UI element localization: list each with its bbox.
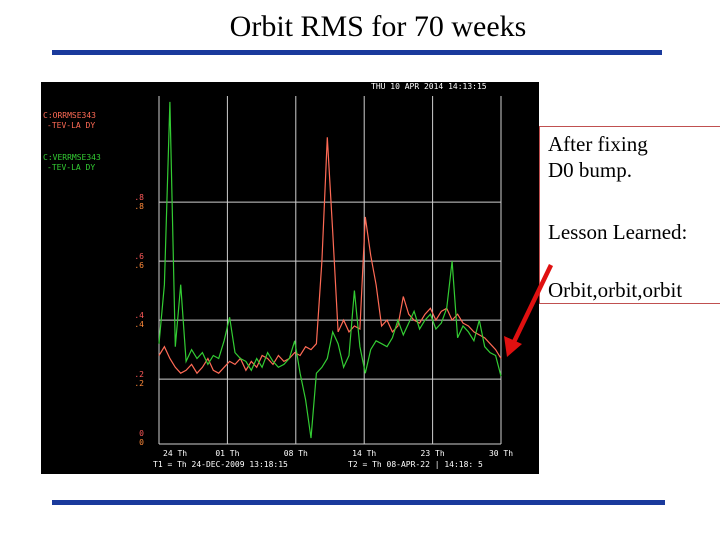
note-after-fixing: After fixing D0 bump. (548, 132, 648, 182)
y-tick-label-top: .8 (134, 193, 144, 202)
note-lesson-learned: Lesson Learned: (548, 220, 688, 244)
chart-header: THU 10 APR 2014 14:13:15 (371, 82, 487, 91)
footer-rule (52, 500, 665, 505)
footer-t2: T2 = Th 08-APR-22 | 14:18: 5 (348, 460, 483, 469)
slide-title: Orbit RMS for 70 weeks (229, 10, 527, 43)
note-orbit-orbit: Orbit,orbit,orbit (548, 278, 683, 302)
y-tick-label-bottom: .2 (134, 379, 144, 388)
y-tick-label-top: 0 (139, 429, 144, 438)
legend-name: C:ORRMSE343 (43, 111, 96, 120)
legend-name: C:VERRMSE343 (43, 153, 101, 162)
x-tick-label: 01 Th (215, 449, 239, 458)
legend-sub: -TEV-LA DY (47, 121, 95, 130)
y-tick-label-bottom: 0 (139, 438, 144, 447)
y-tick-label-bottom: .6 (134, 261, 144, 270)
plot-screen: 24 Th 01 Th 08 Th 14 Th 23 Th 30 Th 0 0 .2.2 .4.4… (41, 82, 539, 474)
y-tick-label-top: .2 (134, 370, 144, 379)
title-underline (52, 50, 662, 55)
x-tick-label: 14 Th (352, 449, 376, 458)
legend-sub: -TEV-LA DY (47, 163, 95, 172)
red-arrow (504, 264, 554, 357)
x-tick-label: 23 Th (421, 449, 445, 458)
orbit-rms-chart: 24 Th 01 Th 08 Th 14 Th 23 Th 30 Th 00 .2.2 .4.4… (43, 82, 513, 469)
x-tick-label: 08 Th (284, 449, 308, 458)
y-tick-label-bottom: .8 (134, 202, 144, 211)
series-line-2 (158, 101, 502, 439)
y-tick-label-top: .6 (134, 252, 144, 261)
y-tick-label-top: .4 (134, 311, 144, 320)
chart-text: 24 Th 01 Th 08 Th 14 Th 23 Th 30 Th 00 .2.2 .4.4… (43, 82, 513, 469)
grid-lines (158, 96, 502, 445)
x-tick-label: 30 Th (489, 449, 513, 458)
footer-t1: T1 = Th 24-DEC-2009 13:18:15 (153, 460, 288, 469)
series-line-1 (158, 137, 502, 375)
annotation-box: After fixing D0 bump. Lesson Learned: Or… (539, 126, 720, 304)
x-tick-label: 24 Th (163, 449, 187, 458)
series-lines (158, 101, 502, 439)
y-tick-label-bottom: .4 (134, 320, 144, 329)
